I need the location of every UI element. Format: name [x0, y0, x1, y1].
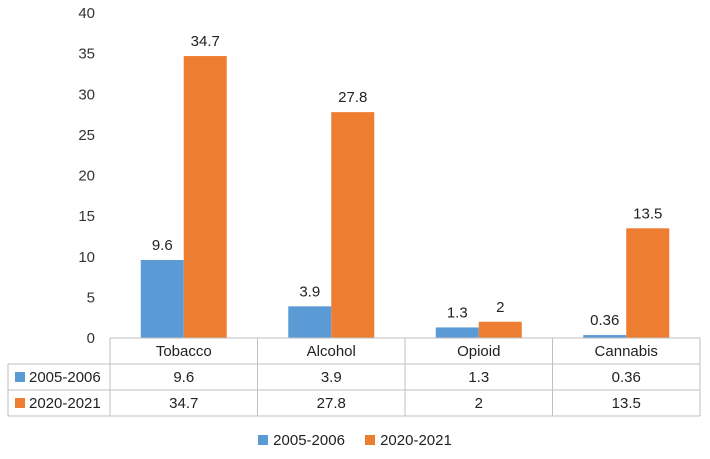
table-cell: 27.8 [317, 395, 346, 412]
y-tick-label: 10 [78, 249, 95, 266]
bar-alcohol-series-0 [288, 306, 332, 338]
y-tick-label: 40 [78, 5, 95, 22]
table-cell: 0.36 [612, 369, 641, 386]
category-label: Opioid [457, 343, 500, 360]
bar-cannabis-series-0 [583, 335, 627, 338]
data-labels: 9.6 34.7 3.9 27.8 1.3 2 0.36 13.5 [152, 33, 663, 329]
table-series-label: 2020-2021 [29, 395, 101, 412]
table-series-label: 2005-2006 [29, 369, 101, 386]
category-label: Cannabis [595, 343, 658, 360]
legend-item-series-0: 2005-2006 [258, 432, 345, 449]
data-label: 2 [496, 299, 504, 316]
y-axis: 0 5 10 15 20 25 30 35 40 [78, 5, 95, 347]
y-tick-label: 35 [78, 46, 95, 63]
bar-opioid-series-1 [478, 321, 522, 338]
legend-label-series-1: 2020-2021 [380, 432, 452, 449]
y-tick-label: 25 [78, 127, 95, 144]
legend-label-series-0: 2005-2006 [273, 432, 345, 449]
table-cell: 34.7 [169, 395, 198, 412]
table-legend-key [15, 398, 25, 408]
legend: 2005-2006 2020-2021 [0, 432, 710, 449]
data-label: 13.5 [633, 205, 662, 222]
bar-tobacco-series-1 [183, 56, 227, 338]
y-tick-label: 15 [78, 208, 95, 225]
data-label: 34.7 [191, 33, 220, 50]
category-label: Alcohol [307, 343, 356, 360]
bar-opioid-series-0 [435, 327, 479, 338]
y-tick-label: 5 [87, 289, 95, 306]
data-label: 27.8 [338, 89, 367, 106]
y-tick-label: 30 [78, 86, 95, 103]
bars [140, 56, 670, 338]
legend-swatch-series-0 [258, 435, 269, 445]
category-label: Tobacco [156, 343, 212, 360]
data-label: 9.6 [152, 237, 173, 254]
bar-cannabis-series-1 [626, 228, 670, 338]
table-legend-key [15, 372, 25, 382]
y-tick-label: 20 [78, 168, 95, 185]
data-label: 1.3 [447, 304, 468, 321]
legend-swatch-series-1 [365, 435, 376, 445]
table-cell: 13.5 [612, 395, 641, 412]
legend-item-series-1: 2020-2021 [365, 432, 452, 449]
bar-alcohol-series-1 [331, 112, 375, 338]
table-cell: 9.6 [173, 369, 194, 386]
data-label: 0.36 [590, 312, 619, 329]
data-table: Tobacco Alcohol Opioid Cannabis 2005-2006 9.6… [7, 337, 701, 417]
data-label: 3.9 [299, 283, 320, 300]
y-tick-label: 0 [87, 330, 95, 347]
table-cell: 1.3 [468, 369, 489, 386]
table-cell: 3.9 [321, 369, 342, 386]
table-cell: 2 [475, 395, 483, 412]
bar-tobacco-series-0 [140, 260, 184, 338]
